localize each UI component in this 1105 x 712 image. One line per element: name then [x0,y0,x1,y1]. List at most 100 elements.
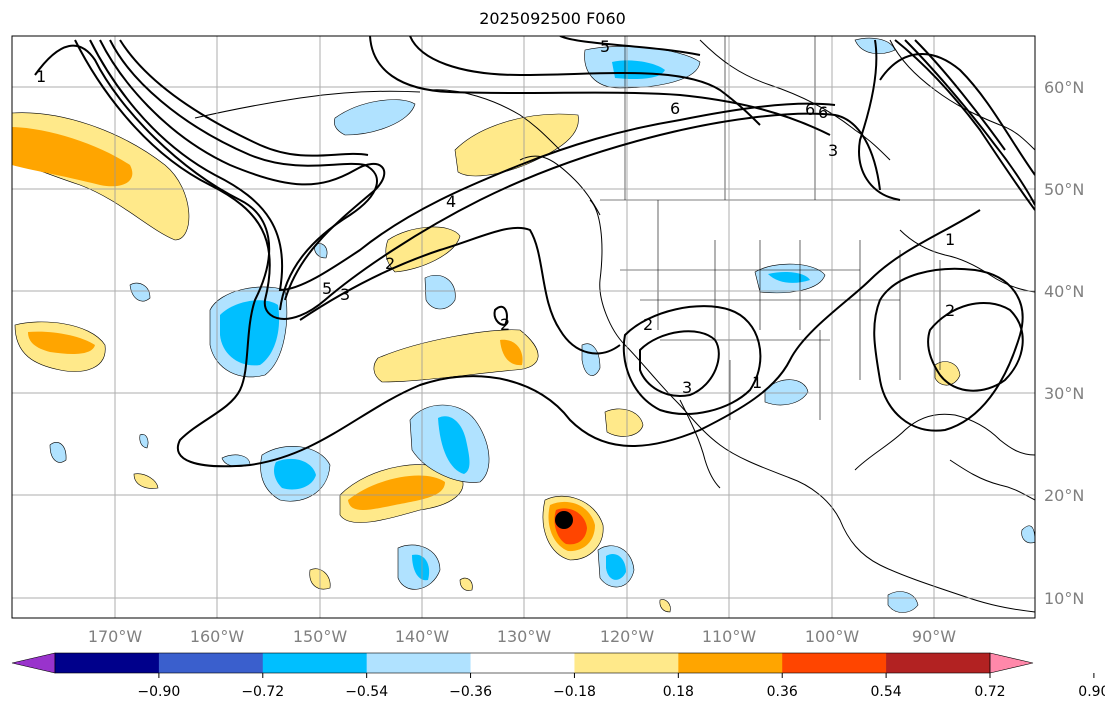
positive-anomaly-region [385,226,461,273]
colorbar-tick-label: −0.18 [553,684,596,700]
contour-line [74,39,881,320]
colorbar-tick-label: −0.90 [137,684,180,700]
contour-label: 3 [682,378,692,397]
contour-label: 5 [600,37,610,56]
colorbar-outline [54,652,991,674]
longitude-label: 100°W [805,627,860,646]
colorbar-swatch [366,653,472,673]
negative-anomaly-region [412,554,430,581]
positive-anomaly-region [659,599,671,613]
longitude-label: 140°W [395,627,450,646]
colorbar-tick-label: 0.54 [871,684,902,700]
colorbar-swatch [158,653,264,673]
negative-anomaly-region [764,379,809,406]
map-area: 1 5 6 4 2 3 5 3 2 1 6 6 1 2 2 3 [12,36,1035,618]
latitude-label: 10°N [1044,589,1084,608]
positive-anomaly-region [28,331,95,355]
positive-anomaly-region [604,408,644,437]
contour-label: 6 [670,99,680,118]
political-boundaries [600,36,1035,420]
map-title: 2025092500 F060 [479,9,626,28]
contour-label: 3 [828,141,838,160]
contour-label: 2 [945,301,955,320]
longitude-label: 130°W [497,627,552,646]
contour-line [34,44,981,468]
positive-anomaly-region [500,339,523,366]
longitude-label: 110°W [702,627,757,646]
contour-line [109,39,378,311]
positive-anomaly-region [934,361,961,386]
contour-line [369,36,831,136]
colorbar-tick-label: −0.36 [449,684,492,700]
positive-anomaly-region [348,475,445,510]
latitude-label: 30°N [1044,384,1084,403]
negative-anomaly-region [1021,525,1035,544]
contour-label: 4 [446,192,456,211]
negative-anomaly-region [334,99,416,136]
contour-label: 5 [322,279,332,298]
colorbar-tick-label: 0.90 [1078,684,1105,700]
colorbar-tick-label: 0.18 [663,684,694,700]
contour-label: 6 [805,100,815,119]
contour-line [409,36,761,126]
contour-labels: 1 5 6 4 2 3 5 3 2 1 6 6 1 2 2 3 [36,37,955,397]
storm-center-marker [555,511,573,529]
map-frame [11,35,1036,619]
contour-line [639,330,720,397]
contour-label: 2 [643,315,653,334]
colorbar-extend-high [989,652,1034,674]
colorbar-tick-label: 0.36 [767,684,798,700]
height-contours [34,36,1035,468]
contour-label: 1 [36,67,46,86]
negative-anomaly-region [129,282,151,302]
negative-anomaly-region [606,553,626,580]
colorbar-tick-label: −0.72 [241,684,284,700]
colorbar-swatch [262,653,368,673]
negative-anomaly-region [314,243,328,259]
contour-label: 2 [385,254,395,273]
contour-label: 1 [752,373,762,392]
longitude-label: 90°W [912,627,956,646]
contour-line [493,305,508,327]
contour-line [89,39,836,292]
positive-anomaly-region [133,473,159,489]
positive-anomaly-region [459,577,473,591]
contour-line [914,39,1006,151]
latitude-label: 60°N [1044,78,1084,97]
negative-anomaly-region [887,591,919,613]
contour-label: 6 [818,103,828,122]
negative-anomaly-region [438,416,470,474]
longitude-label: 160°W [190,627,245,646]
colorbar-swatch [574,653,679,673]
colorbar-extend-low [11,652,56,674]
negative-anomaly-region [274,458,316,490]
negative-anomaly-region [768,272,810,283]
latitude-label: 50°N [1044,180,1084,199]
contour-line [119,39,369,157]
contour-line [559,36,701,56]
longitude-labels: 170°W 160°W 150°W 140°W 130°W 120°W 110°… [88,627,956,646]
positive-anomaly-region [454,113,579,177]
contour-line [858,39,901,201]
positive-anomaly-region [373,329,539,383]
contour-line [299,226,621,355]
positive-anomaly-region [12,127,133,187]
contour-label: 1 [945,230,955,249]
latitude-labels: 60°N 50°N 40°N 30°N 20°N 10°N [1044,78,1084,608]
negative-anomaly-region [424,274,456,310]
graticule [12,36,1035,618]
contour-line [904,39,1035,206]
latitude-label: 20°N [1044,486,1084,505]
colorbar-swatch [470,653,575,673]
contour-line [873,267,1024,432]
colorbar-swatch [55,653,160,673]
longitude-label: 120°W [600,627,655,646]
colorbar-swatch [678,653,783,673]
anomaly-shading [12,37,1035,613]
longitude-label: 170°W [88,627,143,646]
colorbar-swatch [886,653,991,673]
contour-line [622,305,762,415]
contour-label: 2 [500,315,510,334]
negative-anomaly-region [49,441,67,463]
